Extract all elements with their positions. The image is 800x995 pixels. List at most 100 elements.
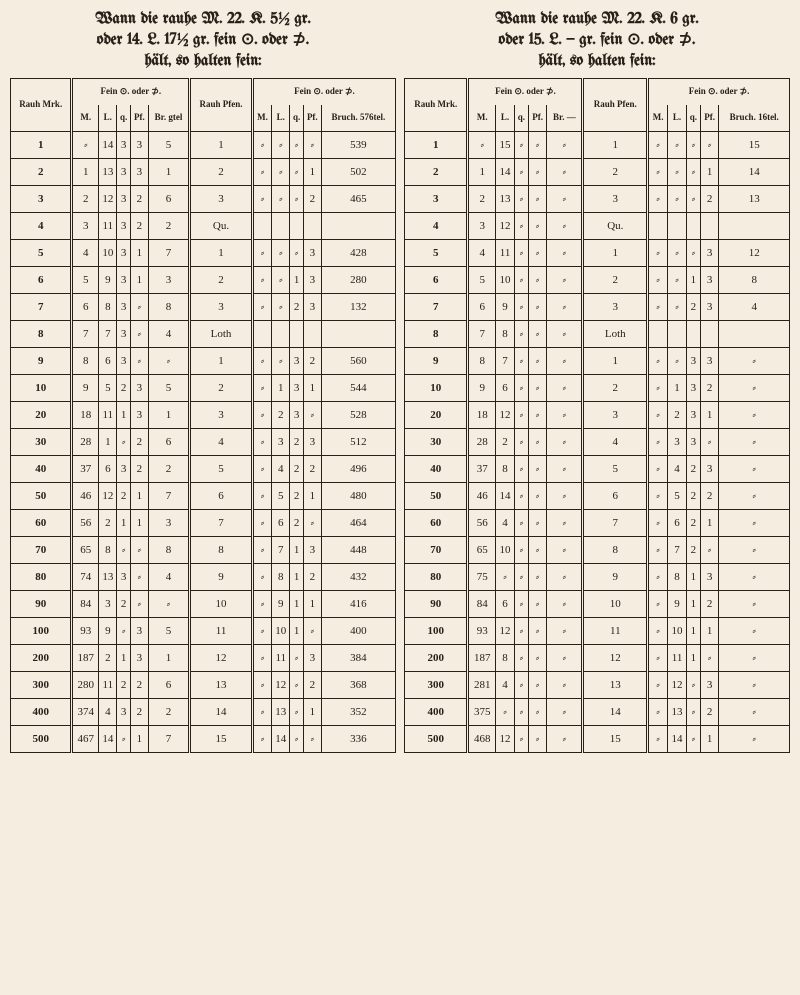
cell: 6: [272, 510, 290, 537]
cell: 11: [496, 240, 515, 267]
cell: 46: [72, 483, 99, 510]
cell: 14: [99, 132, 117, 159]
cell: ⸗: [686, 699, 700, 726]
cell: ⸗: [252, 699, 271, 726]
cell: 187: [72, 645, 99, 672]
cell: ⸗: [515, 132, 529, 159]
cell: 2: [148, 456, 189, 483]
cell: 1: [117, 402, 130, 429]
cell: 5: [148, 132, 189, 159]
cell: 2: [290, 429, 303, 456]
cell: 9: [72, 375, 99, 402]
cell: 9: [272, 591, 290, 618]
cell: ⸗: [547, 159, 583, 186]
cell: 1: [686, 591, 700, 618]
cell: ⸗: [515, 294, 529, 321]
title-line: hält, so halten fein:: [10, 52, 396, 73]
cell: ⸗: [117, 726, 130, 753]
cell: 3: [303, 294, 321, 321]
cell: 12: [272, 672, 290, 699]
cell: 374: [72, 699, 99, 726]
cell: 352: [321, 699, 395, 726]
cell: ⸗: [528, 402, 547, 429]
cell: 3: [686, 348, 700, 375]
cell: ⸗: [290, 672, 303, 699]
row-label: 100: [405, 618, 468, 645]
cell: 502: [321, 159, 395, 186]
cell: 1: [686, 267, 700, 294]
cell: 11: [99, 672, 117, 699]
cell: 2: [72, 186, 99, 213]
cell: ⸗: [515, 321, 529, 348]
cell: 2: [303, 564, 321, 591]
cell: [290, 321, 303, 348]
cell: 1: [290, 267, 303, 294]
cell: 2: [668, 402, 687, 429]
cell: 37: [468, 456, 496, 483]
cell: ⸗: [547, 294, 583, 321]
cell: ⸗: [528, 483, 547, 510]
cell: ⸗: [515, 591, 529, 618]
row-label: 5: [11, 240, 72, 267]
cell: 2: [700, 591, 719, 618]
cell: ⸗: [719, 537, 790, 564]
cell: 2: [700, 699, 719, 726]
cell: 368: [321, 672, 395, 699]
cell: 3: [117, 186, 130, 213]
left-half: Wann die rauhe M. 22. K. 5½ gr. oder 14.…: [10, 10, 396, 753]
cell: 1: [303, 591, 321, 618]
cell: 6: [72, 294, 99, 321]
cell: 28: [72, 429, 99, 456]
pfen-cell: 11: [583, 618, 648, 645]
row-label: 8: [405, 321, 468, 348]
cell: 3: [686, 375, 700, 402]
pfen-cell: 1: [583, 240, 648, 267]
cell: 3: [117, 321, 130, 348]
cell: ⸗: [547, 267, 583, 294]
cell: 8: [468, 348, 496, 375]
cell: 1: [700, 726, 719, 753]
cell: 6: [99, 348, 117, 375]
cell: 7: [148, 483, 189, 510]
hdr-rauh-pfen: Rauh Pfen.: [583, 79, 648, 132]
cell: ⸗: [648, 510, 668, 537]
table-row: 201812⸗⸗⸗3⸗231⸗: [405, 402, 790, 429]
cell: ⸗: [515, 456, 529, 483]
col-m2: M.: [252, 105, 271, 132]
cell: ⸗: [648, 429, 668, 456]
table-row: 100939⸗3511⸗101⸗400: [11, 618, 396, 645]
table-row: 504614⸗⸗⸗6⸗522⸗: [405, 483, 790, 510]
col-q: q.: [515, 105, 529, 132]
cell: [290, 213, 303, 240]
cell: ⸗: [547, 645, 583, 672]
pfen-cell: 3: [190, 402, 253, 429]
cell: ⸗: [290, 240, 303, 267]
cell: ⸗: [668, 132, 687, 159]
col-bruch: Bruch. 16tel.: [719, 105, 790, 132]
cell: ⸗: [528, 213, 547, 240]
cell: [648, 321, 668, 348]
cell: 7: [148, 240, 189, 267]
cell: [321, 321, 395, 348]
table-row: 8773⸗4Loth: [11, 321, 396, 348]
cell: 1: [290, 591, 303, 618]
row-label: 90: [11, 591, 72, 618]
row-label: 9: [405, 348, 468, 375]
cell: ⸗: [252, 510, 271, 537]
cell: ⸗: [648, 672, 668, 699]
cell: 3: [130, 375, 148, 402]
cell: ⸗: [252, 645, 271, 672]
cell: 496: [321, 456, 395, 483]
cell: 512: [321, 429, 395, 456]
cell: 6: [99, 456, 117, 483]
cell: 1: [700, 510, 719, 537]
cell: ⸗: [547, 537, 583, 564]
hdr-rauh-pfen: Rauh Pfen.: [190, 79, 253, 132]
left-title: Wann die rauhe M. 22. K. 5½ gr. oder 14.…: [10, 10, 396, 72]
cell: ⸗: [148, 348, 189, 375]
cell: ⸗: [272, 159, 290, 186]
table-row: 908432⸗⸗10⸗911416: [11, 591, 396, 618]
col-q: q.: [117, 105, 130, 132]
cell: 7: [496, 348, 515, 375]
cell: ⸗: [303, 402, 321, 429]
